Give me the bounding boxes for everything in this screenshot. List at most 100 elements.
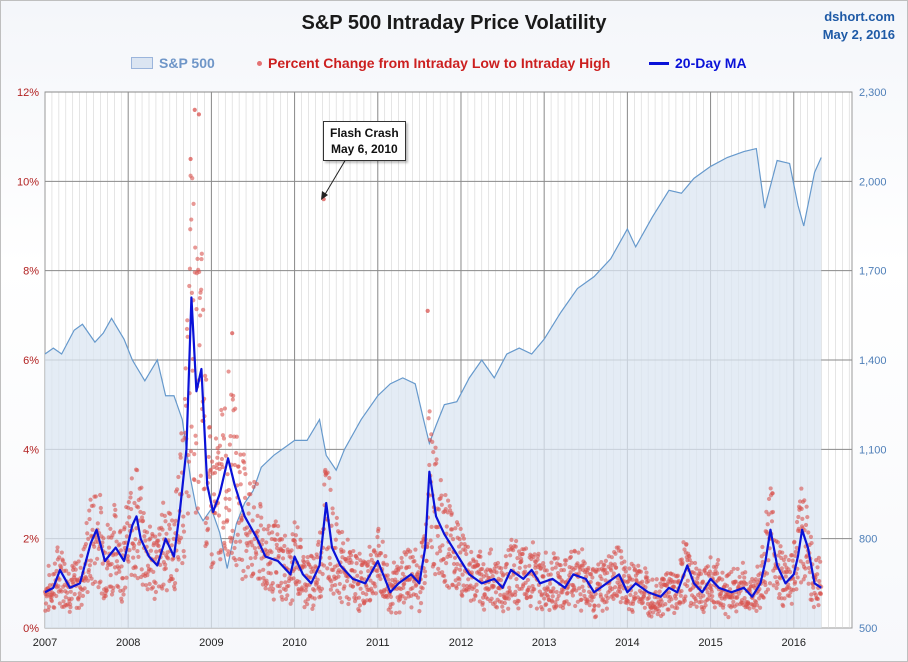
scatter-point [460,572,465,577]
scatter-point [325,470,330,475]
x-tick-label: 2015 [698,637,722,649]
scatter-point [311,603,316,608]
scatter-point [158,562,163,567]
scatter-point [199,287,204,292]
scatter-point [609,555,614,560]
scatter-point [685,578,690,583]
scatter-point [680,560,685,565]
scatter-point [640,600,645,605]
scatter-point [764,571,770,576]
scatter-point [581,588,586,593]
scatter-point [568,554,574,560]
scatter-point [108,573,113,578]
scatter-point [603,567,608,572]
scatter-point [197,295,202,301]
scatter-point [354,561,359,566]
scatter-point [184,326,190,332]
scatter-point [311,556,316,561]
scatter-point [319,586,325,591]
scatter-point [194,441,199,446]
scatter-point [297,579,302,584]
scatter-point [547,607,552,613]
scatter-point [248,492,253,497]
scatter-point [466,577,471,582]
scatter-point [786,557,791,563]
scatter-point [603,558,609,563]
scatter-point [219,456,225,462]
scatter-point [138,509,143,515]
scatter-point [679,557,684,562]
scatter-point [486,586,492,591]
scatter-point [118,548,124,553]
scatter-point [654,583,659,588]
scatter-point [327,475,332,481]
scatter-point [265,527,270,532]
scatter-point [160,586,165,591]
scatter-point [99,591,104,596]
scatter-point [630,577,635,582]
scatter-point [190,176,195,181]
scatter-point [282,543,287,549]
scatter-point [753,577,758,582]
scatter-point [228,539,233,544]
scatter-point [596,562,601,567]
scatter-point [781,603,786,609]
scatter-point [508,575,513,580]
scatter-point [219,407,224,413]
scatter-point [226,369,231,374]
scatter-point [744,581,749,587]
scatter-point [83,541,89,547]
scatter-point [131,555,136,560]
scatter-point [86,567,92,573]
scatter-point [700,579,706,584]
scatter-point [129,476,134,481]
scatter-point [173,518,178,523]
scatter-point [679,588,684,594]
scatter-point [443,492,448,498]
scatter-point [121,592,126,597]
scatter-point [136,554,141,559]
scatter-point [225,472,230,477]
scatter-point [642,605,647,610]
scatter-point [617,584,622,589]
scatter-point [701,609,706,615]
scatter-point [220,412,225,417]
scatter-point [618,589,623,594]
scatter-point [672,610,677,616]
scatter-point [724,583,730,588]
scatter-point [195,256,200,262]
scatter-point [54,593,59,599]
scatter-point [390,601,395,606]
scatter-point [140,518,146,523]
scatter-point [806,565,812,571]
scatter-point [259,515,264,520]
scatter-point [429,545,435,550]
scatter-point [76,559,81,564]
scatter-point [747,606,752,611]
scatter-point [86,536,91,541]
scatter-point [438,478,443,483]
scatter-point [339,600,344,605]
scatter-point [271,586,276,592]
scatter-point [55,545,60,550]
scatter-point [338,595,343,600]
scatter-point [358,570,364,575]
scatter-point [233,557,238,563]
scatter-point [54,568,59,574]
scatter-point [141,510,146,516]
scatter-point [292,538,298,544]
scatter-point [95,521,100,526]
scatter-point [193,433,198,438]
scatter-point [46,607,51,612]
scatter-point [103,593,108,599]
scatter-point [775,582,780,587]
legend-swatch-dot [257,60,262,66]
scatter-point [178,455,183,460]
scatter-point [464,551,469,557]
scatter-point [694,604,699,609]
scatter-point [207,474,212,479]
scatter-point [378,551,384,556]
scatter-point [65,590,70,595]
scatter-point [703,603,708,608]
scatter-point [600,608,605,613]
